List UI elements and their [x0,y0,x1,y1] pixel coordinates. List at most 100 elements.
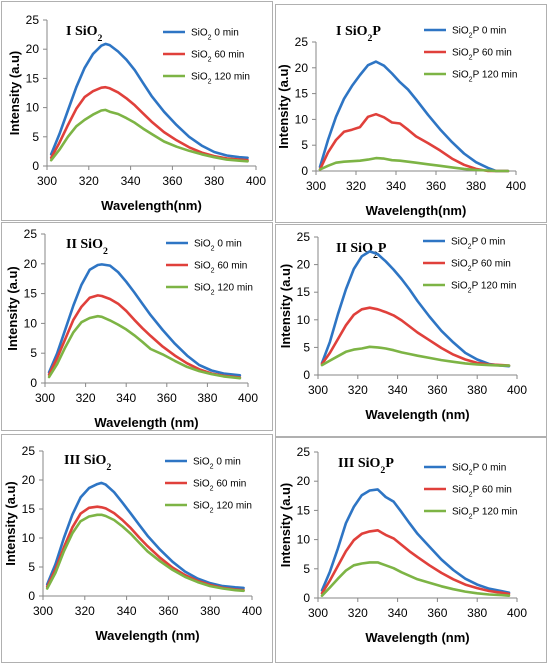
panel-border [275,4,547,223]
legend-label: SiO2P 120 min [451,281,516,295]
chart-panel-iii-sio2: 0 5 10 15 20 25 300 320 340 360 380 400 Wavelength (… [1,434,273,663]
legend-label: SiO2P 120 min [452,70,517,84]
x-tick-label: 340 [388,383,408,397]
series-line-0min [45,481,245,590]
legend-label: SiO2 0 min [191,28,239,42]
x-axis-title: Wavelength (nm) [95,628,199,643]
legend: SiO2P 0 min SiO2P 60 min SiO2P 120 min [424,463,517,521]
x-tick-label: 300 [306,179,326,193]
series-line-0min [49,42,249,160]
y-tick-label: 20 [297,474,311,488]
y-tick-label: 25 [22,444,36,458]
x-tick-label: 380 [467,606,487,620]
legend: SiO2 0 min SiO2 60 min SiO2 120 min [166,239,253,296]
series-line-0min [47,263,242,377]
series-line-0min [318,60,510,173]
series-line-60min [320,306,511,367]
legend-label: SiO2P 0 min [451,237,505,251]
x-tick-label: 360 [426,179,446,193]
y-axis-title: Intensity (a.u) [278,264,293,349]
series-line-0min [320,488,511,595]
y-tick-label: 0 [30,376,37,390]
panel-border [1,1,273,221]
series-line-120min [320,561,511,598]
x-tick-label: 300 [33,604,53,618]
series-line-60min [47,294,242,379]
x-tick-label: 300 [37,174,57,188]
legend: SiO2P 0 min SiO2P 60 min SiO2P 120 min [424,26,517,84]
y-tick-label: 20 [297,258,311,272]
x-tick-label: 400 [238,391,258,405]
y-tick-label: 10 [26,101,40,115]
y-tick-label: 5 [30,346,37,360]
x-tick-label: 340 [388,606,408,620]
x-tick-label: 400 [246,174,266,188]
x-axis-title: Wavelength(nm) [366,203,467,218]
x-tick-label: 360 [427,606,447,620]
legend-label: SiO2 60 min [194,261,247,275]
x-tick-label: 320 [346,179,366,193]
y-tick-label: 0 [32,159,39,173]
y-tick-label: 25 [26,13,40,27]
y-axis-title: Intensity (a.u) [278,483,293,568]
y-tick-label: 10 [24,316,38,330]
series-line-60min [49,85,249,162]
y-tick-label: 5 [303,340,310,354]
y-tick-label: 5 [28,560,35,574]
y-axis-title: Intensity (a.u) [7,51,22,136]
legend-label: SiO2P 0 min [452,26,506,40]
x-tick-label: 400 [242,604,262,618]
series-line-120min [320,345,511,367]
x-axis-title: Wavelength (nm) [365,407,469,422]
x-tick-label: 360 [157,391,177,405]
panel-title: III SiO2 [64,453,111,473]
panel-title: II SiO2 [66,237,108,257]
x-tick-label: 300 [35,391,55,405]
legend-label: SiO2 120 min [191,72,250,86]
y-tick-label: 10 [297,533,311,547]
legend-label: SiO2 0 min [193,457,241,471]
series-line-120min [45,513,245,593]
y-axis-title: Intensity (a.u) [5,266,20,351]
y-tick-label: 25 [297,230,311,244]
series-line-120min [47,314,242,380]
y-tick-label: 15 [24,287,38,301]
y-tick-label: 20 [22,473,36,487]
legend-label: SiO2P 0 min [452,463,506,477]
legend-label: SiO2P 60 min [451,259,511,273]
y-tick-label: 10 [295,112,309,126]
y-tick-label: 10 [22,531,36,545]
x-tick-label: 340 [117,604,137,618]
series-line-120min [49,108,249,163]
y-tick-label: 5 [301,138,308,152]
legend-label: SiO2P 120 min [452,507,517,521]
x-tick-label: 380 [204,174,224,188]
series-line-120min [318,156,510,173]
y-tick-label: 5 [32,130,39,144]
x-tick-label: 400 [507,606,527,620]
y-tick-label: 25 [297,445,311,459]
x-tick-label: 380 [197,391,217,405]
x-tick-label: 340 [386,179,406,193]
x-tick-label: 400 [507,383,527,397]
y-tick-label: 25 [295,35,309,49]
x-tick-label: 340 [116,391,136,405]
y-tick-label: 10 [297,313,311,327]
y-tick-label: 0 [303,591,310,605]
series-line-0min [320,250,511,368]
legend-label: SiO2P 60 min [452,48,512,62]
x-tick-label: 320 [75,604,95,618]
y-axis-title: Intensity (a.u) [3,481,18,566]
chart-panel-iii-sio2p: 0 5 10 15 20 25 300 320 340 360 380 400 Wavelength (… [275,437,547,663]
y-tick-label: 20 [26,42,40,56]
legend: SiO2 0 min SiO2 60 min SiO2 120 min [163,28,250,86]
x-tick-label: 400 [506,179,526,193]
panel-border [1,434,273,663]
chart-panel-ii-sio2: 0 5 10 15 20 25 300 320 340 360 380 400 Wavelength (… [1,222,273,431]
y-tick-label: 15 [26,71,40,85]
legend-label: SiO2 0 min [194,239,242,253]
x-tick-label: 320 [348,606,368,620]
y-axis-title: Intensity (a.u) [276,64,291,149]
x-axis-title: Wavelength (nm) [94,415,198,430]
